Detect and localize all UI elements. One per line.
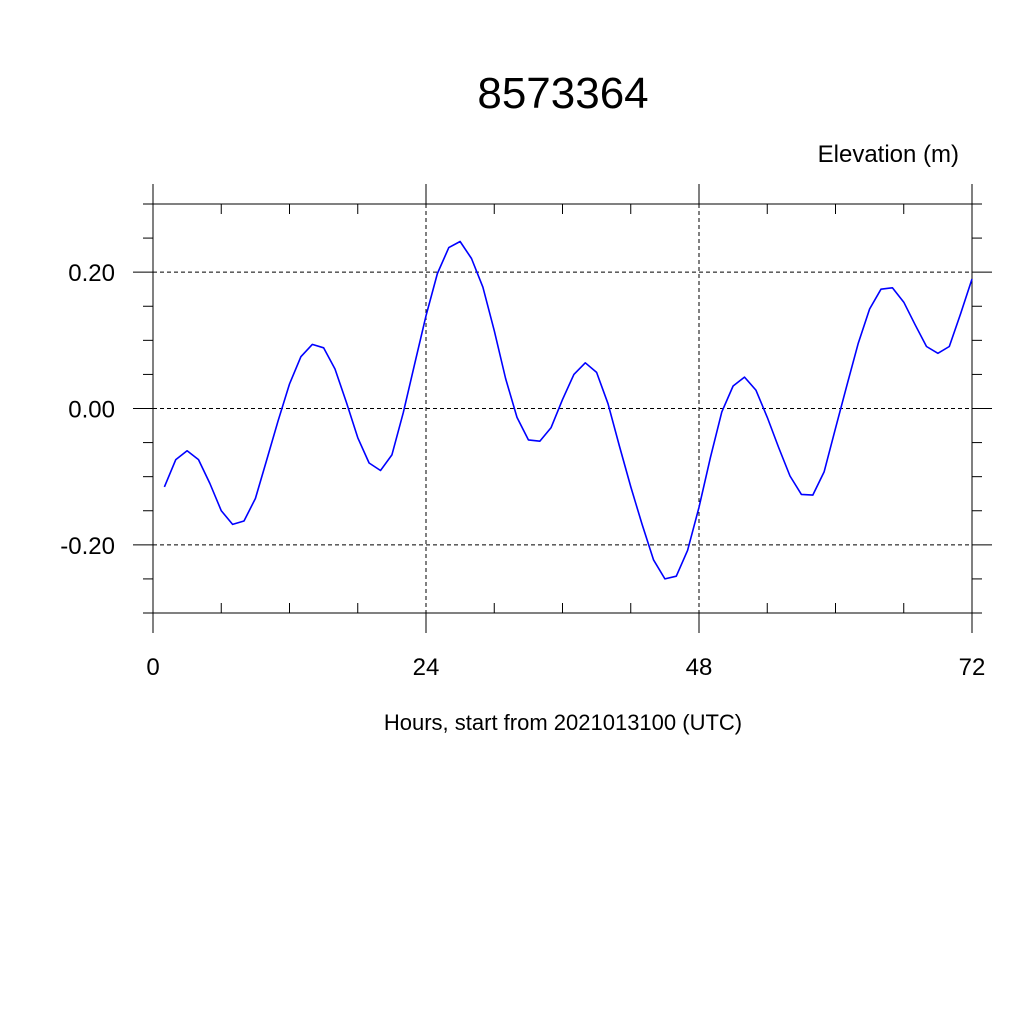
x-tick-label: 72 <box>959 654 986 681</box>
elevation-series-line <box>163 240 973 580</box>
x-tick-label: 0 <box>146 654 159 681</box>
chart-title: 8573364 <box>477 69 648 118</box>
x-tick-label: 24 <box>413 654 440 681</box>
x-axis-label: Hours, start from 2021013100 (UTC) <box>384 710 742 735</box>
x-tick-label: 48 <box>686 654 713 681</box>
tick-labels: 0 24 48 72 -0.20 0.00 0.20 <box>60 260 985 681</box>
grid-lines <box>152 204 973 613</box>
axis-ticks <box>133 184 992 633</box>
y-tick-label: 0.00 <box>68 397 115 424</box>
y-tick-label: 0.20 <box>68 260 115 287</box>
y-tick-label: -0.20 <box>60 533 115 560</box>
y-axis-label: Elevation (m) <box>818 141 959 168</box>
